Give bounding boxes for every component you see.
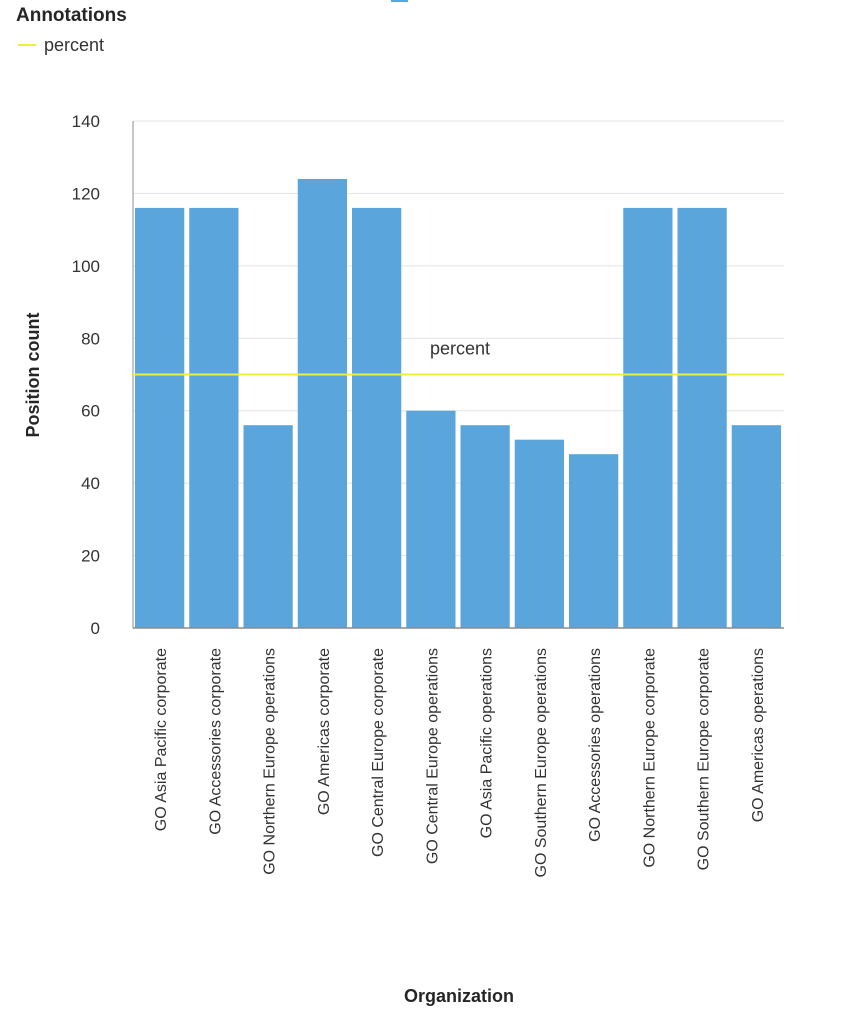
bar[interactable] [514,439,564,628]
x-category-label: GO Americas operations [750,648,767,822]
x-category-label: GO Accessories corporate [207,648,224,835]
bar[interactable] [731,425,781,628]
bar[interactable] [623,207,673,628]
x-category-label: GO Central Europe corporate [370,648,387,857]
x-category-label: GO Southern Europe operations [533,648,550,877]
y-tick-label: 60 [81,402,100,421]
legend-title: Annotations [16,5,127,26]
legend-item-label: percent [44,34,105,55]
x-axis-title: Organization [404,986,514,1006]
y-tick-label: 120 [72,184,100,203]
x-category-label: GO Americas corporate [316,648,333,815]
legend-swatch-line-icon [18,44,36,46]
x-category-label: GO Central Europe operations [424,648,441,864]
y-tick-label: 0 [91,619,100,638]
annotations: percent [133,339,784,376]
x-category-label: GO Accessories operations [587,648,604,842]
bar[interactable] [189,207,239,628]
y-axis-title: Position count [23,313,43,438]
top-edge-mark [391,0,408,2]
bar[interactable] [243,425,293,628]
x-category-label: GO Southern Europe corporate [696,648,713,870]
bar[interactable] [569,454,619,628]
y-tick-labels: 0 20 40 60 80 100 120 140 [72,112,100,638]
bar[interactable] [135,207,185,628]
y-tick-label: 140 [72,112,100,131]
x-category-label: GO Northern Europe corporate [641,648,658,868]
x-category-labels: GO Asia Pacific corporate GO Accessories … [153,648,767,878]
bar[interactable] [297,178,347,628]
bars [135,178,781,628]
x-category-label: GO Asia Pacific operations [479,648,496,838]
grid-lines [133,120,784,557]
bar[interactable] [352,207,402,628]
bar[interactable] [406,410,456,628]
x-category-label: GO Northern Europe operations [262,648,279,875]
annotation-label: percent [430,339,490,359]
y-tick-label: 40 [81,474,100,493]
x-category-label: GO Asia Pacific corporate [153,648,170,831]
y-tick-label: 20 [81,547,100,566]
bar[interactable] [460,425,510,628]
y-tick-label: 100 [72,257,100,276]
legend-item-percent[interactable]: percent [16,35,127,55]
legend: Annotations percent [16,4,127,55]
bar[interactable] [677,207,727,628]
y-tick-label: 80 [81,329,100,348]
